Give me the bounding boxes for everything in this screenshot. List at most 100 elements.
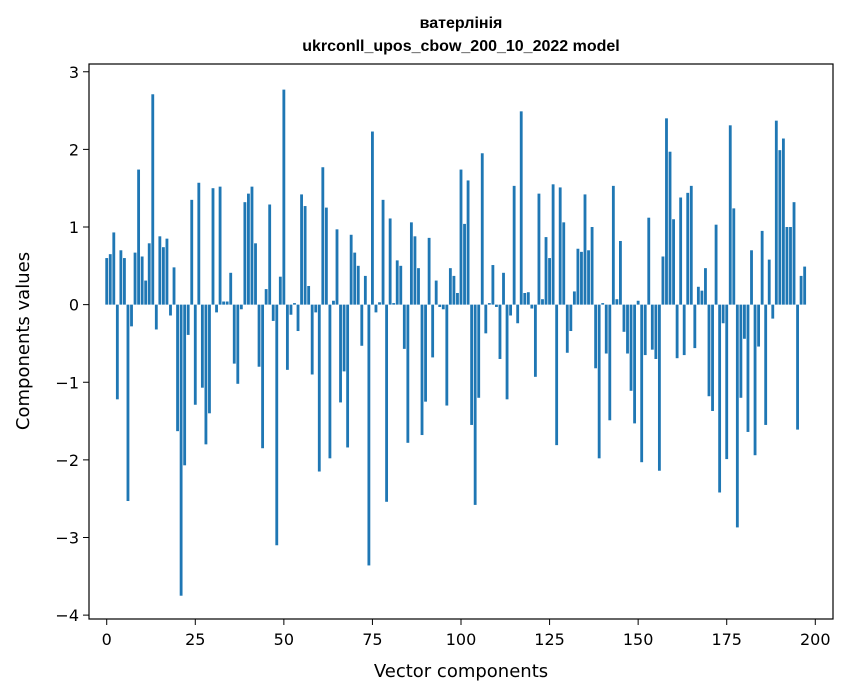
bar	[672, 219, 675, 305]
bar	[183, 304, 187, 466]
bar	[130, 304, 133, 327]
bar	[208, 304, 211, 414]
bar	[597, 304, 601, 459]
bar	[307, 286, 311, 305]
bar	[565, 304, 569, 353]
x-tick-label: 75	[362, 630, 382, 649]
bar	[735, 304, 739, 528]
bar	[275, 304, 279, 546]
bar	[271, 304, 275, 321]
y-tick-label: −1	[55, 373, 79, 392]
bar	[332, 300, 335, 305]
bar	[796, 304, 799, 430]
x-tick-label: 175	[711, 630, 742, 649]
bar	[328, 304, 332, 459]
bar	[526, 292, 530, 305]
bar	[789, 227, 792, 305]
bar	[193, 304, 197, 405]
bar	[679, 197, 683, 305]
bar	[757, 304, 761, 347]
chart-title-line1: ватерлінія	[420, 15, 503, 32]
bar	[509, 304, 513, 316]
bar	[406, 304, 410, 443]
bar	[767, 259, 771, 305]
bar	[558, 187, 562, 305]
bar	[689, 185, 693, 305]
bar	[477, 304, 481, 398]
bar	[502, 272, 505, 305]
bar	[438, 304, 442, 307]
bar	[611, 185, 615, 305]
bar	[714, 224, 718, 305]
bar	[590, 227, 594, 305]
bar	[314, 304, 318, 313]
x-tick-label: 25	[185, 630, 205, 649]
bar	[484, 304, 488, 334]
bar	[516, 304, 520, 324]
bar	[548, 258, 551, 305]
bar	[243, 202, 247, 305]
bar	[190, 199, 194, 305]
bar	[247, 193, 250, 305]
bar	[470, 304, 474, 425]
bar	[456, 292, 459, 305]
bar	[395, 260, 399, 305]
bar	[147, 243, 151, 305]
bar	[778, 150, 782, 305]
bar	[459, 169, 463, 305]
bar	[668, 151, 672, 305]
bar	[144, 280, 148, 305]
bar	[434, 280, 438, 305]
bar	[541, 299, 544, 305]
bar	[254, 243, 257, 305]
bar	[119, 250, 123, 305]
bar	[696, 286, 700, 305]
bar	[580, 251, 583, 305]
bar	[562, 222, 566, 305]
bar	[682, 304, 686, 356]
y-tick-label: 0	[69, 296, 79, 315]
x-axis: 0 25 50 75 100 125 150 175 200	[102, 619, 831, 649]
bar	[583, 194, 587, 305]
y-tick-label: 1	[69, 218, 79, 237]
bar	[587, 250, 590, 305]
bar	[774, 120, 778, 305]
bar	[115, 304, 119, 400]
bar	[657, 304, 661, 471]
bar	[753, 304, 757, 456]
bar	[417, 268, 420, 305]
bar	[498, 304, 502, 359]
bar	[650, 304, 654, 350]
bar	[480, 153, 484, 305]
bar	[728, 125, 732, 305]
bar	[576, 248, 580, 305]
bar	[608, 304, 612, 421]
bar	[799, 275, 803, 305]
y-tick-label: 3	[69, 63, 79, 82]
bar	[739, 304, 743, 398]
bar	[402, 304, 406, 349]
bar	[293, 303, 296, 305]
bar	[140, 256, 144, 305]
bar	[317, 304, 321, 472]
bar	[643, 304, 647, 356]
bar	[551, 184, 555, 305]
bar	[278, 276, 282, 305]
bar	[544, 237, 548, 305]
bar	[225, 301, 229, 305]
bar	[367, 304, 371, 566]
bar	[792, 202, 796, 305]
bar	[303, 206, 307, 305]
bar	[452, 275, 456, 305]
bar	[785, 227, 789, 305]
bar	[374, 304, 378, 313]
bar	[360, 304, 364, 346]
bar	[161, 247, 165, 305]
bar	[335, 229, 339, 305]
y-axis: −4 −3 −2 −1 0 1 2 3	[55, 63, 89, 625]
bar	[179, 304, 183, 596]
bar	[342, 304, 346, 372]
bar	[222, 301, 226, 305]
